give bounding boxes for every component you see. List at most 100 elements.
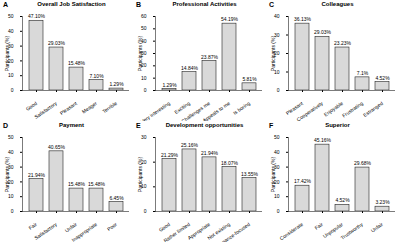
svg-text:30: 30: [273, 31, 280, 38]
svg-text:Participants (%): Participants (%): [270, 157, 276, 193]
svg-text:23.23%: 23.23%: [334, 40, 352, 46]
svg-text:4.52%: 4.52%: [335, 197, 350, 203]
svg-text:29.03%: 29.03%: [314, 29, 332, 35]
svg-text:54.19%: 54.19%: [221, 16, 239, 22]
svg-text:Very interesting: Very interesting: [139, 100, 171, 121]
svg-text:Good: Good: [158, 221, 172, 233]
svg-text:Enjoyable: Enjoyable: [322, 100, 344, 118]
svg-text:29.68%: 29.68%: [354, 160, 372, 166]
svg-text:20: 20: [7, 178, 14, 185]
svg-text:Participants (%): Participants (%): [4, 36, 10, 72]
svg-text:21.94%: 21.94%: [201, 150, 219, 156]
svg-text:10: 10: [8, 193, 14, 199]
svg-text:20: 20: [7, 57, 14, 64]
svg-text:Not existing: Not existing: [206, 221, 231, 241]
svg-text:25.16%: 25.16%: [181, 142, 199, 148]
svg-text:Appeals to me: Appeals to me: [201, 100, 231, 121]
svg-text:0: 0: [144, 87, 147, 93]
svg-text:50: 50: [8, 134, 14, 140]
svg-text:7.10%: 7.10%: [89, 73, 104, 79]
svg-text:29.03%: 29.03%: [48, 40, 66, 46]
svg-text:Unfair: Unfair: [370, 221, 385, 234]
svg-text:Participants (%): Participants (%): [137, 157, 143, 193]
svg-text:10: 10: [273, 68, 280, 75]
svg-text:21.29%: 21.29%: [161, 152, 179, 158]
svg-text:Pleasant: Pleasant: [284, 100, 304, 117]
svg-text:60: 60: [141, 13, 147, 19]
svg-text:Rather limited: Rather limited: [162, 221, 191, 242]
svg-text:Participants (%): Participants (%): [137, 36, 143, 72]
svg-text:40: 40: [274, 149, 280, 155]
svg-text:Pleasant: Pleasant: [59, 100, 79, 116]
svg-text:30: 30: [273, 163, 280, 170]
svg-text:13.55%: 13.55%: [241, 171, 259, 177]
svg-text:3.23%: 3.23%: [375, 199, 390, 205]
svg-text:0: 0: [277, 208, 280, 214]
svg-text:50: 50: [8, 13, 14, 19]
svg-text:15.48%: 15.48%: [88, 181, 106, 187]
svg-text:Good: Good: [25, 100, 39, 112]
svg-text:Satisfactory: Satisfactory: [33, 221, 58, 241]
svg-text:6.45%: 6.45%: [109, 195, 124, 201]
svg-text:Fair: Fair: [313, 221, 324, 231]
svg-text:18.07%: 18.07%: [221, 160, 239, 166]
svg-text:Cooperatively: Cooperatively: [296, 100, 325, 121]
svg-text:Frustrating: Frustrating: [341, 100, 364, 119]
svg-text:30: 30: [140, 50, 147, 57]
svg-text:Performance-focused: Performance-focused: [208, 221, 251, 242]
svg-text:30: 30: [141, 134, 147, 140]
svg-text:Considerate: Considerate: [278, 221, 304, 242]
svg-text:Poor: Poor: [106, 221, 118, 232]
svg-text:Meager: Meager: [81, 100, 99, 115]
svg-text:14.84%: 14.84%: [181, 65, 199, 71]
svg-text:21.94%: 21.94%: [28, 172, 46, 178]
svg-text:Inappropriate: Inappropriate: [70, 221, 98, 242]
svg-text:Terrible: Terrible: [101, 100, 118, 114]
svg-text:47.10%: 47.10%: [28, 13, 46, 19]
svg-text:30: 30: [7, 163, 14, 170]
svg-text:10: 10: [140, 183, 147, 190]
svg-text:15.48%: 15.48%: [68, 60, 86, 66]
svg-text:1.29%: 1.29%: [109, 81, 124, 87]
svg-text:7.1%: 7.1%: [357, 70, 369, 76]
svg-text:Trustworthy: Trustworthy: [339, 221, 364, 241]
svg-text:10: 10: [141, 75, 147, 81]
svg-text:Exciting: Exciting: [173, 100, 191, 115]
svg-text:Unfair: Unfair: [64, 221, 79, 234]
svg-text:20: 20: [140, 62, 147, 69]
svg-text:45.16%: 45.16%: [314, 137, 332, 143]
svg-text:Is boring: Is boring: [232, 100, 251, 116]
svg-text:0: 0: [277, 87, 280, 93]
svg-text:5.81%: 5.81%: [242, 76, 257, 82]
svg-text:0: 0: [144, 208, 147, 214]
svg-text:40: 40: [140, 37, 147, 44]
svg-text:0: 0: [11, 87, 14, 93]
svg-text:4.52%: 4.52%: [375, 75, 390, 81]
svg-text:40: 40: [274, 13, 280, 19]
svg-text:Fair: Fair: [27, 221, 38, 231]
svg-text:Appropriate: Appropriate: [186, 221, 211, 241]
svg-text:17.42%: 17.42%: [294, 178, 312, 184]
svg-text:20: 20: [273, 178, 280, 185]
svg-text:50: 50: [141, 25, 147, 31]
svg-text:Unpopular: Unpopular: [321, 221, 344, 240]
svg-text:1.29%: 1.29%: [162, 82, 177, 88]
svg-text:Participants (%): Participants (%): [270, 36, 276, 72]
svg-text:40: 40: [8, 28, 14, 34]
svg-text:40.65%: 40.65%: [48, 144, 66, 150]
svg-text:50: 50: [274, 134, 280, 140]
svg-text:23.87%: 23.87%: [201, 54, 219, 60]
svg-text:20: 20: [273, 50, 280, 57]
svg-text:30: 30: [7, 42, 14, 49]
svg-text:15.48%: 15.48%: [68, 181, 86, 187]
html-text:A: A: [3, 1, 9, 8]
svg-text:Participants (%): Participants (%): [4, 157, 10, 193]
svg-text:10: 10: [8, 72, 14, 78]
svg-text:0: 0: [11, 208, 14, 214]
svg-text:36.13%: 36.13%: [294, 16, 312, 22]
svg-text:Estranged: Estranged: [362, 100, 384, 118]
svg-text:20: 20: [140, 158, 147, 165]
svg-text:10: 10: [274, 193, 280, 199]
svg-text:40: 40: [8, 149, 14, 155]
svg-text:Satisfactory: Satisfactory: [33, 100, 58, 120]
